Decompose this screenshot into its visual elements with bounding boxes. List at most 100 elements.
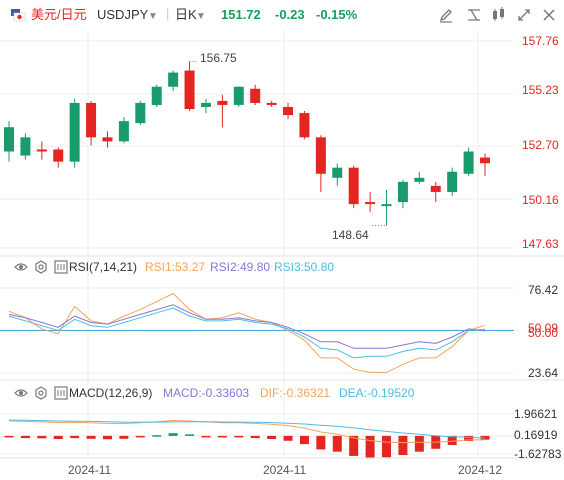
candle-body [414,177,425,182]
macd-axis-label: 0.16919 [514,428,558,442]
rsi1-value: RSI1:53.27 [145,260,206,274]
macd-bar [464,435,474,442]
high-annotation: 156.75 [200,51,237,65]
layout-icon[interactable] [490,6,508,24]
candle-body [36,149,47,152]
macd-bar [152,435,162,437]
macd-name: MACD(12,26,9) [69,386,153,400]
macd-bar [447,435,457,446]
candlestick-series [4,60,490,227]
candle-body [118,121,129,142]
macd-bar [20,435,30,439]
candle-body [135,102,146,124]
eye-icon[interactable] [14,386,28,400]
pencil-tools-icon[interactable] [437,6,455,24]
period-label[interactable]: 日K [175,7,197,22]
dea-value: DEA:-0.19520 [339,386,415,400]
macd-bar [53,435,63,439]
candle-body [283,106,294,116]
divider: | [166,6,170,21]
rsi-axis-label: 50.09 [528,321,559,335]
price-axis-label: 157.76 [522,34,559,48]
gear-icon[interactable] [34,386,48,400]
x-axis-label: 2024-11 [68,463,112,477]
price-change: -0.23 [275,7,305,22]
candle-body [4,127,14,152]
macd-bar [267,435,277,439]
candle-body [151,86,162,105]
macd-bar [185,434,195,436]
candle-body [86,102,97,138]
macd-bar [4,435,14,438]
macd-bar [168,433,178,436]
dif-line [8,419,485,444]
macd-bar [382,435,392,458]
pair-name: 美元/日元 [31,7,87,22]
candle-body [168,72,179,87]
macd-bar [201,435,211,438]
indicator-settings-icon[interactable] [54,260,68,274]
rsi-axis-label: 23.64 [528,366,559,380]
candle-body [102,137,113,142]
price-axis-label: 150.16 [522,193,559,207]
candle-body [217,100,228,105]
price-axis-label: 155.23 [522,83,559,97]
candle-body [20,137,31,156]
macd-bar [37,435,47,439]
candle-body [397,181,408,203]
rsi-lines [0,292,514,373]
gear-icon[interactable] [34,260,48,274]
candle-body [480,157,490,164]
rsi-axis-label: 50.00 [528,326,559,340]
low-annotation: 148.64 [332,228,369,242]
candle-body [365,202,376,205]
candle-body [53,149,64,162]
macd-axis-label: -1.62783 [514,447,562,461]
caret-down-icon[interactable]: ▼ [196,11,206,22]
rsi-axis-label: 76.42 [528,283,559,297]
macd-bar [217,435,227,438]
indicator-settings-icon[interactable] [54,386,68,400]
rsi-line-rsi3 [8,307,486,359]
candle-body [184,70,195,109]
last-price: 151.72 [221,7,261,22]
rsi-line-rsi1 [8,292,486,373]
macd-bar [70,435,80,439]
macd-bar [86,435,96,439]
dea-line [8,419,486,439]
macd-value: MACD:-0.33603 [163,386,250,400]
x-axis-label: 2024-11 [263,463,307,477]
eye-icon[interactable] [14,260,28,274]
candle-body [69,102,80,162]
macd-axis-label: 1.96621 [514,407,558,421]
close-icon[interactable] [540,6,558,24]
candle-body [463,151,474,174]
candle-body [200,102,211,107]
macd-bar [102,435,112,440]
price-change-percent: -0.15% [316,7,358,22]
candle-body [299,113,310,138]
macd-bar [234,435,244,438]
candle-body [233,86,244,105]
indicator-icon[interactable] [465,6,483,24]
price-axis-label: 152.70 [522,138,559,152]
candle-body [250,88,261,103]
candle-body [332,167,343,178]
rsi3-value: RSI3:50.80 [274,260,335,274]
macd-bar [414,435,424,452]
rsi2-value: RSI2:49.80 [210,260,271,274]
rsi-name: RSI(7,14,21) [69,260,138,274]
candle-body [381,204,392,207]
macd-bar [365,435,375,458]
rsi-line-rsi2 [8,304,486,349]
grid-lines [0,30,564,459]
macd-bar [119,435,129,439]
dif-value: DIF:-0.36321 [260,386,331,400]
symbol-label[interactable]: USDJPY [97,7,149,22]
macd-bar [349,435,359,456]
expand-icon[interactable] [515,6,533,24]
candle-body [348,167,359,205]
caret-down-icon[interactable]: ▼ [148,11,158,22]
